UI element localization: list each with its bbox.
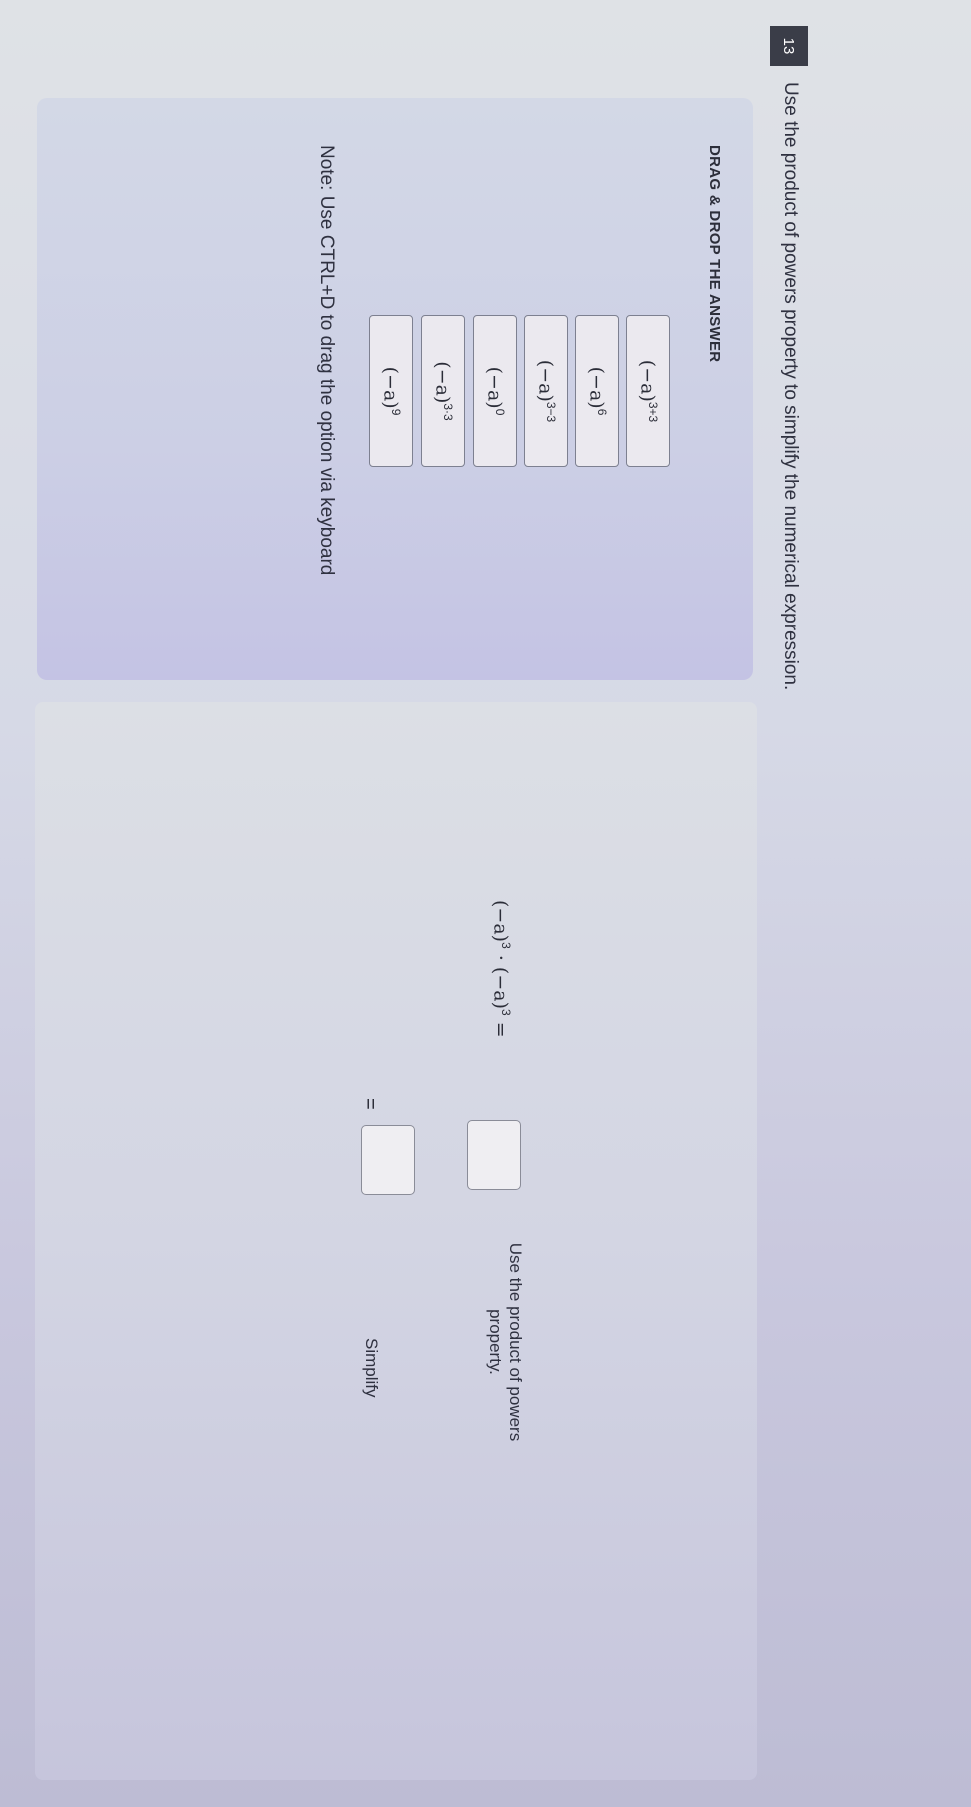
step2-caption: Simplify: [362, 1338, 381, 1398]
question-number-badge: 13: [770, 26, 808, 66]
option-exponent: 3−3: [543, 401, 558, 423]
option-expression: (−a)9: [379, 367, 402, 416]
option-exponent: 3·3: [440, 403, 455, 421]
option-tile[interactable]: (−a)3+3: [626, 315, 670, 467]
option-expression: (−a)0: [483, 367, 506, 416]
option-expression: (−a)3·3: [431, 361, 454, 420]
option-base: (−a): [483, 366, 506, 409]
option-exponent: 9: [388, 408, 403, 416]
step2-equals-sign: =: [359, 1098, 381, 1110]
option-expression: (−a)6: [585, 367, 608, 416]
multiply-dot: ·: [489, 954, 512, 961]
right-base: (−a): [489, 966, 512, 1009]
equals-sign: =: [489, 1021, 512, 1038]
option-exponent: 3+3: [645, 401, 660, 423]
left-exponent: 3: [499, 942, 513, 949]
option-tile[interactable]: (−a)0: [473, 315, 517, 467]
drop-zone-step2[interactable]: [361, 1125, 415, 1195]
given-expression: (−a)3 · (−a)3 =: [490, 900, 513, 1038]
drop-zone-step1[interactable]: [467, 1120, 521, 1190]
option-exponent: 6: [594, 408, 609, 416]
keyboard-note: Note: Use CTRL+D to drag the option via …: [316, 145, 337, 576]
option-tile[interactable]: (−a)3−3: [524, 315, 568, 467]
option-base: (−a): [534, 359, 557, 402]
question-text: Use the product of powers property to si…: [780, 82, 801, 691]
work-area: (−a)3 · (−a)3 = Use the product of power…: [35, 702, 757, 1780]
step1-caption: Use the product of powers property.: [486, 1242, 525, 1442]
option-expression: (−a)3−3: [534, 360, 557, 422]
option-tile[interactable]: (−a)6: [575, 315, 619, 467]
option-base: (−a): [636, 359, 659, 402]
option-expression: (−a)3+3: [636, 360, 659, 422]
option-base: (−a): [585, 366, 608, 409]
option-base: (−a): [379, 366, 402, 409]
drag-drop-title: DRAG & DROP THE ANSWER: [706, 145, 723, 363]
option-base: (−a): [431, 361, 454, 404]
option-tile[interactable]: (−a)9: [369, 315, 413, 467]
drag-drop-panel: DRAG & DROP THE ANSWER (−a)3+3 (−a)6 (−a…: [37, 98, 753, 680]
option-tile[interactable]: (−a)3·3: [421, 315, 465, 467]
left-base: (−a): [489, 900, 512, 943]
option-exponent: 0: [492, 408, 507, 416]
right-exponent: 3: [499, 1008, 513, 1016]
